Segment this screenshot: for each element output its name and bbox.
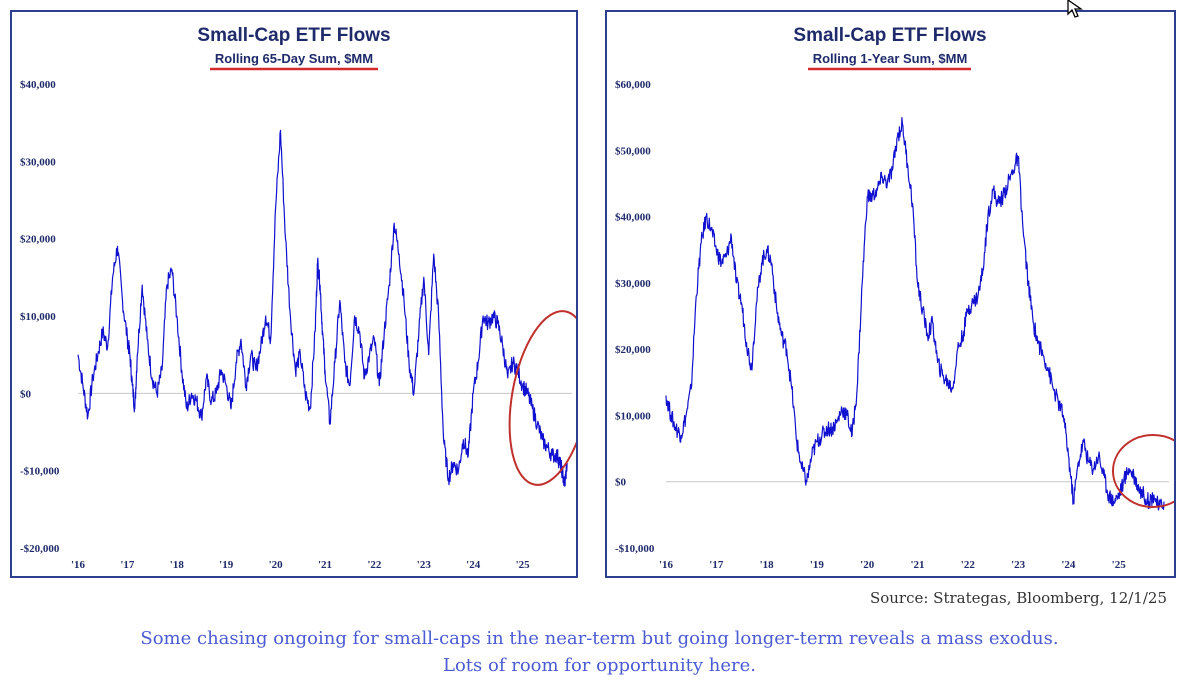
left-y-tick-label: $20,000 bbox=[20, 234, 56, 246]
right-highlight-circle bbox=[1112, 434, 1174, 508]
right-x-tick-label: '18 bbox=[760, 559, 775, 571]
caption-line-1: Some chasing ongoing for small-caps in t… bbox=[140, 628, 1059, 649]
right-x-tick-label: '25 bbox=[1112, 559, 1127, 571]
right-series-line bbox=[665, 116, 1165, 511]
right-y-tick-label: $0 bbox=[615, 477, 627, 489]
right-y-tick-label: $40,000 bbox=[615, 212, 651, 224]
right-y-tick-label: -$10,000 bbox=[615, 543, 655, 555]
left-chart-title: Small-Cap ETF Flows bbox=[197, 25, 390, 46]
right-chart-subtitle: Rolling 1-Year Sum, $MM bbox=[813, 51, 968, 66]
right-y-tick-label: $30,000 bbox=[615, 278, 651, 290]
left-x-tick-label: '22 bbox=[367, 559, 382, 571]
right-y-tick-label: $20,000 bbox=[615, 344, 651, 356]
right-x-tick-label: '17 bbox=[709, 559, 724, 571]
left-x-tick-label: '24 bbox=[466, 559, 481, 571]
left-y-tick-label: $10,000 bbox=[20, 311, 56, 323]
right-x-tick-label: '23 bbox=[1011, 559, 1026, 571]
right-x-tick-label: '24 bbox=[1061, 559, 1076, 571]
caption: Some chasing ongoing for small-caps in t… bbox=[0, 625, 1199, 679]
mouse-pointer-icon bbox=[1067, 0, 1084, 18]
left-y-tick-label: $40,000 bbox=[20, 79, 56, 91]
left-x-tick-label: '17 bbox=[120, 559, 135, 571]
left-x-tick-label: '20 bbox=[269, 559, 284, 571]
left-x-tick-label: '25 bbox=[516, 559, 531, 571]
left-y-tick-label: -$20,000 bbox=[20, 543, 60, 555]
caption-line-2: Lots of room for opportunity here. bbox=[443, 655, 756, 676]
source-note: Source: Strategas, Bloomberg, 12/1/25 bbox=[869, 589, 1167, 607]
left-series-line bbox=[77, 129, 568, 487]
left-x-tick-label: '19 bbox=[219, 559, 234, 571]
chart-panel-left: Small-Cap ETF Flows Rolling 65-Day Sum, $… bbox=[10, 10, 578, 578]
right-x-tick-label: '21 bbox=[910, 559, 924, 571]
chart-65-day-svg: Small-Cap ETF Flows Rolling 65-Day Sum, $… bbox=[20, 25, 576, 571]
left-x-tick-label: '21 bbox=[318, 559, 332, 571]
right-chart-title: Small-Cap ETF Flows bbox=[793, 25, 986, 46]
left-x-tick-label: '23 bbox=[417, 559, 432, 571]
left-y-tick-label: $0 bbox=[20, 388, 32, 400]
right-y-tick-label: $10,000 bbox=[615, 410, 651, 422]
left-y-tick-label: -$10,000 bbox=[20, 466, 60, 478]
right-y-tick-label: $60,000 bbox=[615, 79, 651, 91]
right-x-tick-label: '16 bbox=[659, 559, 674, 571]
right-x-tick-label: '19 bbox=[810, 559, 825, 571]
left-chart-subtitle: Rolling 65-Day Sum, $MM bbox=[215, 51, 373, 66]
right-x-tick-label: '20 bbox=[860, 559, 875, 571]
chart-panel-right: Small-Cap ETF Flows Rolling 1-Year Sum, $… bbox=[605, 10, 1176, 578]
right-y-tick-label: $50,000 bbox=[615, 145, 651, 157]
left-y-tick-label: $30,000 bbox=[20, 156, 56, 168]
left-x-tick-label: '18 bbox=[170, 559, 185, 571]
right-x-tick-label: '22 bbox=[961, 559, 976, 571]
left-x-tick-label: '16 bbox=[71, 559, 86, 571]
left-highlight-circle bbox=[508, 310, 576, 486]
chart-1-year-svg: Small-Cap ETF Flows Rolling 1-Year Sum, $… bbox=[615, 25, 1174, 571]
